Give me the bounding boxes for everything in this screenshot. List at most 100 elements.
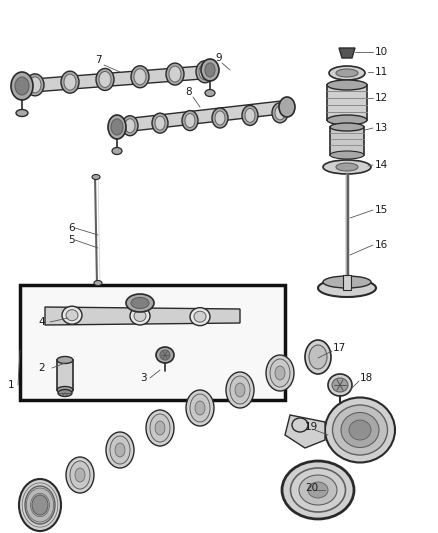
- Ellipse shape: [327, 115, 367, 125]
- Ellipse shape: [195, 401, 205, 415]
- Ellipse shape: [26, 487, 54, 523]
- Ellipse shape: [58, 390, 72, 397]
- Bar: [57, 360, 73, 390]
- Text: 17: 17: [333, 343, 346, 353]
- Ellipse shape: [30, 491, 50, 519]
- Ellipse shape: [230, 376, 250, 404]
- Ellipse shape: [110, 436, 130, 464]
- Text: 10: 10: [375, 47, 388, 57]
- Bar: [343, 275, 351, 290]
- Ellipse shape: [70, 461, 90, 489]
- Ellipse shape: [308, 482, 328, 498]
- Ellipse shape: [155, 116, 165, 130]
- Ellipse shape: [16, 109, 28, 117]
- Ellipse shape: [122, 116, 138, 136]
- Ellipse shape: [282, 461, 354, 519]
- Text: 12: 12: [375, 93, 388, 103]
- Ellipse shape: [330, 123, 364, 131]
- Polygon shape: [285, 415, 325, 448]
- Ellipse shape: [134, 69, 146, 85]
- Ellipse shape: [57, 386, 73, 393]
- Ellipse shape: [166, 63, 184, 85]
- Ellipse shape: [131, 297, 149, 309]
- Text: 5: 5: [68, 235, 74, 245]
- Ellipse shape: [199, 64, 211, 80]
- Ellipse shape: [190, 394, 210, 422]
- Ellipse shape: [169, 66, 181, 82]
- Text: 7: 7: [95, 55, 102, 65]
- Ellipse shape: [25, 486, 55, 524]
- Ellipse shape: [130, 307, 150, 325]
- Ellipse shape: [96, 68, 114, 91]
- Ellipse shape: [275, 106, 285, 120]
- Ellipse shape: [332, 405, 388, 455]
- Ellipse shape: [332, 378, 348, 392]
- Ellipse shape: [111, 119, 123, 135]
- Ellipse shape: [57, 357, 73, 364]
- Ellipse shape: [131, 66, 149, 88]
- Ellipse shape: [349, 420, 371, 440]
- Ellipse shape: [152, 113, 168, 133]
- Ellipse shape: [19, 479, 61, 531]
- Ellipse shape: [190, 308, 210, 326]
- Ellipse shape: [66, 310, 78, 321]
- Ellipse shape: [32, 495, 48, 515]
- Ellipse shape: [279, 97, 295, 117]
- Bar: [327, 85, 367, 120]
- Text: 18: 18: [360, 373, 373, 383]
- Ellipse shape: [205, 63, 215, 77]
- Ellipse shape: [94, 280, 102, 286]
- Ellipse shape: [134, 310, 146, 321]
- Text: 8: 8: [185, 87, 192, 97]
- Text: 1: 1: [8, 380, 14, 390]
- Ellipse shape: [26, 74, 44, 96]
- Ellipse shape: [329, 66, 365, 80]
- Text: 9: 9: [215, 53, 222, 63]
- Ellipse shape: [270, 359, 290, 387]
- Text: 2: 2: [38, 363, 45, 373]
- Text: 16: 16: [375, 240, 388, 250]
- Ellipse shape: [290, 468, 346, 512]
- Ellipse shape: [92, 174, 100, 180]
- Ellipse shape: [194, 311, 206, 322]
- Text: 4: 4: [38, 317, 45, 327]
- Ellipse shape: [328, 374, 352, 396]
- Ellipse shape: [62, 306, 82, 324]
- Ellipse shape: [215, 111, 225, 125]
- Ellipse shape: [323, 160, 371, 174]
- Ellipse shape: [201, 59, 219, 81]
- Ellipse shape: [99, 71, 111, 87]
- Ellipse shape: [336, 163, 358, 171]
- Ellipse shape: [327, 80, 367, 90]
- Ellipse shape: [150, 414, 170, 442]
- Ellipse shape: [212, 108, 228, 128]
- Bar: [20, 285, 285, 400]
- Ellipse shape: [292, 418, 308, 432]
- Ellipse shape: [299, 475, 337, 505]
- Ellipse shape: [182, 110, 198, 131]
- Text: 19: 19: [305, 422, 318, 432]
- Ellipse shape: [186, 390, 214, 426]
- Ellipse shape: [155, 421, 165, 435]
- Ellipse shape: [325, 398, 395, 463]
- Text: 20: 20: [305, 483, 318, 493]
- Ellipse shape: [61, 71, 79, 93]
- Ellipse shape: [35, 498, 45, 512]
- Text: 6: 6: [68, 223, 74, 233]
- Ellipse shape: [305, 340, 331, 374]
- Ellipse shape: [185, 114, 195, 127]
- Text: 11: 11: [375, 67, 388, 77]
- Ellipse shape: [64, 74, 76, 90]
- Polygon shape: [20, 65, 215, 93]
- Ellipse shape: [318, 279, 376, 297]
- Ellipse shape: [108, 115, 126, 139]
- Ellipse shape: [266, 355, 294, 391]
- Polygon shape: [115, 100, 290, 133]
- Ellipse shape: [275, 366, 285, 380]
- Ellipse shape: [341, 413, 379, 448]
- Text: 14: 14: [375, 160, 388, 170]
- Ellipse shape: [112, 148, 122, 155]
- Ellipse shape: [29, 77, 41, 93]
- Ellipse shape: [245, 108, 255, 123]
- Ellipse shape: [226, 372, 254, 408]
